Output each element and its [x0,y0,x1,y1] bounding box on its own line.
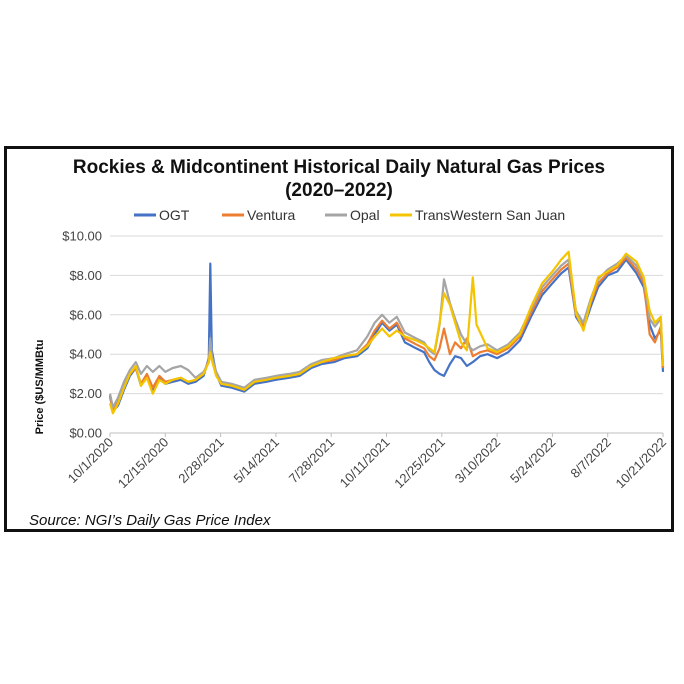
y-axis-ticks: $0.00 $2.00 $4.00 $6.00 $8.00 $10.00 [62,229,102,441]
y-tick-label: $8.00 [69,268,102,283]
x-tick-label: 3/10/2022 [452,435,504,487]
x-tick-label: 5/14/2021 [231,435,283,487]
y-axis-label: Price ($US/MMBtu [34,340,46,435]
series-line-ogt [108,258,665,413]
legend-label: TransWestern San Juan [415,207,565,223]
x-tick-label: 10/1/2020 [65,435,117,487]
x-tick-label: 5/24/2022 [507,435,559,487]
x-tick-label: 2/28/2021 [175,435,227,487]
legend-label: Ventura [247,207,295,223]
y-tick-label: $6.00 [69,307,102,322]
legend-label: OGT [159,207,190,223]
x-tick-label: 12/25/2021 [391,435,448,492]
y-tick-label: $4.00 [69,347,102,362]
series-line-opal [108,254,665,409]
legend-label: Opal [350,207,380,223]
x-tick-label: 12/15/2020 [115,435,172,492]
legend: OGT Ventura Opal TransWestern San Juan [134,207,565,223]
y-tick-label: $2.00 [69,386,102,401]
chart-title: Rockies & Midcontinent Historical Daily … [73,157,605,178]
x-tick-label: 8/7/2022 [567,435,613,481]
series-line-transwestern-san-juan [108,250,665,415]
source-note: Source: NGI’s Daily Gas Price Index [29,512,271,529]
series-lines [108,250,665,415]
y-tick-label: $0.00 [69,426,102,441]
x-tick-label: 7/28/2021 [286,435,338,487]
chart-frame: Rockies & Midcontinent Historical Daily … [4,146,674,532]
x-tick-label: 10/11/2021 [337,435,393,491]
chart-svg: Rockies & Midcontinent Historical Daily … [29,157,669,529]
x-tick-label: 10/21/2022 [612,435,669,492]
chart-subtitle: (2020–2022) [285,180,393,201]
y-tick-label: $10.00 [62,229,102,244]
